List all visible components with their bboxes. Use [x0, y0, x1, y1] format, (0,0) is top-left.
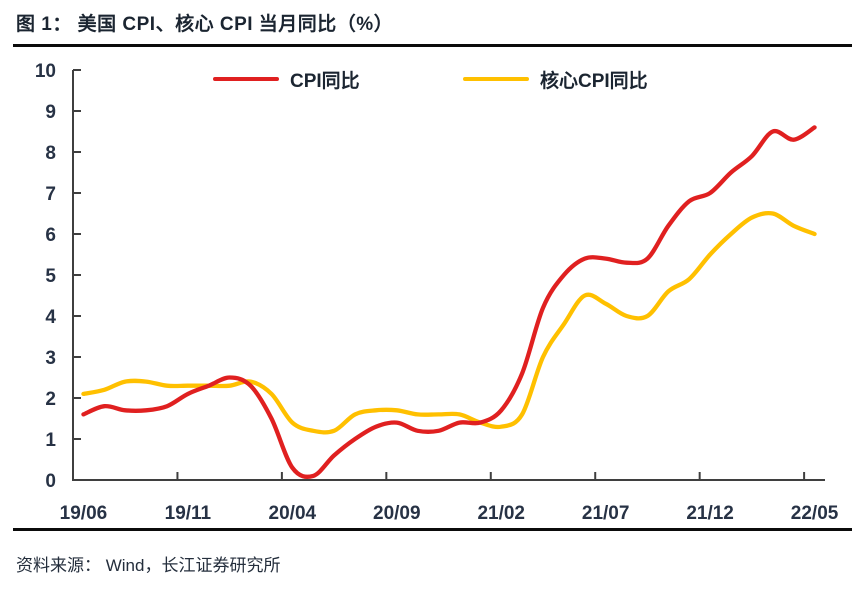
y-tick-label: 8: [45, 143, 56, 164]
legend-swatch-cpi: [213, 77, 279, 81]
x-tick-label: 19/06: [60, 503, 108, 524]
y-axis-ticks: 0 1 2 3 4 5 6 7 8 9 10: [35, 61, 81, 492]
y-tick-label: 6: [45, 225, 56, 246]
title-separator: [13, 44, 852, 47]
figure-title: 图 1： 美国 CPI、核心 CPI 当月同比（%）: [16, 14, 394, 35]
legend-label-core-cpi: 核心CPI同比: [540, 70, 648, 92]
x-tick-label: 19/11: [165, 503, 212, 524]
axes: [72, 70, 825, 481]
y-tick-label: 3: [45, 348, 56, 369]
legend-item-core-cpi: 核心CPI同比: [463, 66, 648, 92]
y-tick-label: 0: [45, 471, 56, 492]
y-tick-label: 10: [35, 61, 56, 82]
source-note: 资料来源： Wind，长江证券研究所: [16, 556, 281, 575]
x-tick-label: 22/05: [791, 503, 839, 524]
line-chart: 0 1 2 3 4 5 6 7 8 9 10 19/06 19/11 20/04 20/09 21/02 21/…: [35, 61, 839, 524]
x-tick-label: 20/09: [373, 503, 421, 524]
legend-label-cpi: CPI同比: [290, 70, 360, 92]
y-tick-label: 9: [45, 102, 56, 123]
bottom-separator: [13, 528, 852, 531]
y-tick-label: 7: [45, 184, 56, 205]
x-tick-label: 21/07: [582, 503, 630, 524]
x-tick-label: 21/12: [686, 503, 734, 524]
legend-item-cpi: CPI同比: [213, 66, 360, 92]
x-tick-label: 20/04: [269, 503, 317, 524]
y-tick-label: 1: [45, 430, 56, 451]
series-line-1: [81, 210, 817, 435]
legend-swatch-core-cpi: [463, 77, 529, 81]
y-tick-label: 5: [45, 266, 56, 287]
y-tick-label: 4: [45, 307, 56, 328]
series-line-0: [81, 125, 817, 479]
x-axis-ticks: 19/06 19/11 20/04 20/09 21/02 21/07 21/12 22/05: [60, 472, 839, 524]
x-tick-label: 21/02: [477, 503, 525, 524]
y-tick-label: 2: [45, 389, 56, 410]
